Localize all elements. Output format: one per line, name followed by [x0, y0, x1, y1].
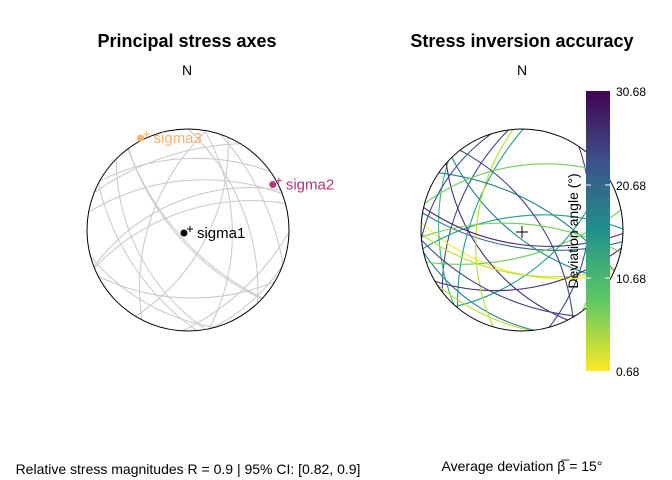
great-circle-arc [421, 181, 623, 292]
great-circle-arc [421, 163, 623, 272]
great-circle-arc [421, 176, 623, 331]
left-north-label: N [182, 62, 192, 78]
great-circle-arc [87, 179, 289, 266]
great-circle-arc [87, 166, 289, 331]
great-circle-arc [87, 219, 289, 299]
colorbar-tick-3: 10.68 [616, 272, 646, 286]
great-circle-arc [87, 136, 289, 331]
great-circle-arc [144, 129, 289, 331]
great-circle-arc [421, 129, 575, 331]
great-circle-arc [87, 129, 278, 306]
great-circle-arc [421, 153, 623, 247]
colorbar-tick-4: 0.68 [616, 365, 640, 379]
colorbar-ticks [586, 184, 610, 279]
great-circle-arc [238, 129, 289, 331]
great-circle-arc [456, 129, 581, 331]
great-circle-arc [421, 129, 623, 331]
left-footer: Relative stress magnitudes R = 0.9 | 95%… [16, 461, 361, 477]
colorbar-tick-2: 20.68 [616, 179, 646, 193]
great-circle-arc [421, 214, 623, 298]
sigma1-label: sigma1 [197, 225, 245, 242]
great-circle-arc [115, 129, 289, 320]
great-circle-arc [138, 129, 272, 331]
great-circle-arc [87, 187, 289, 331]
great-circle-arc [438, 129, 520, 331]
great-circle-arc [87, 200, 289, 331]
great-circle-arc [87, 141, 289, 331]
great-circle-arc [421, 129, 508, 331]
great-circle-arc [87, 129, 289, 269]
right-footer: Average deviation β̅ = 15° [442, 458, 603, 474]
great-circle-arc [87, 192, 289, 331]
great-circle-arc [421, 177, 623, 278]
right-center-cross [516, 226, 528, 238]
great-circle-arc [421, 159, 623, 265]
great-circle-arc [421, 157, 623, 280]
great-circle-arc [116, 129, 259, 331]
sigma1-point [180, 229, 188, 237]
great-circle-arc [421, 222, 623, 296]
sigma3-label: sigma3 [154, 130, 202, 147]
right-north-label: N [517, 62, 527, 78]
great-circle-arc [421, 129, 623, 331]
left-great-circles [87, 129, 289, 331]
left-chart-title: Principal stress axes [97, 31, 276, 51]
great-circle-arc [421, 129, 623, 331]
great-circle-arc [87, 129, 288, 331]
right-chart-title: Stress inversion accuracy [410, 31, 633, 51]
great-circle-arc [242, 129, 289, 331]
sigma2-label: sigma2 [286, 177, 334, 194]
great-circle-arc [115, 129, 284, 331]
great-circle-arc [421, 170, 623, 331]
left-stress-axes: sigma1 sigma2 sigma3 [137, 130, 334, 242]
colorbar-tick-1: 30.68 [616, 85, 646, 99]
great-circle-arc [421, 167, 623, 251]
colorbar [586, 91, 610, 371]
great-circle-arc [87, 129, 289, 331]
great-circle-arc [87, 129, 229, 331]
great-circle-arc [421, 129, 581, 331]
great-circle-arc [87, 224, 289, 331]
great-circle-arc [149, 129, 233, 331]
great-circle-arc [87, 157, 289, 241]
colorbar-title: Deviation angle (°) [565, 173, 581, 288]
left-stereonet-circle [86, 128, 290, 332]
right-stereonet-circle [420, 128, 624, 332]
sigma3-point [137, 134, 145, 142]
great-circle-arc [421, 129, 619, 314]
great-circle-arc [421, 129, 623, 228]
great-circle-arc [475, 129, 577, 331]
great-circle-arc [87, 129, 289, 331]
great-circle-arc [87, 129, 289, 331]
great-circle-arc [87, 129, 289, 331]
great-circle-arc [87, 205, 289, 331]
great-circle-arc [87, 129, 289, 331]
sigma2-point [269, 181, 277, 189]
